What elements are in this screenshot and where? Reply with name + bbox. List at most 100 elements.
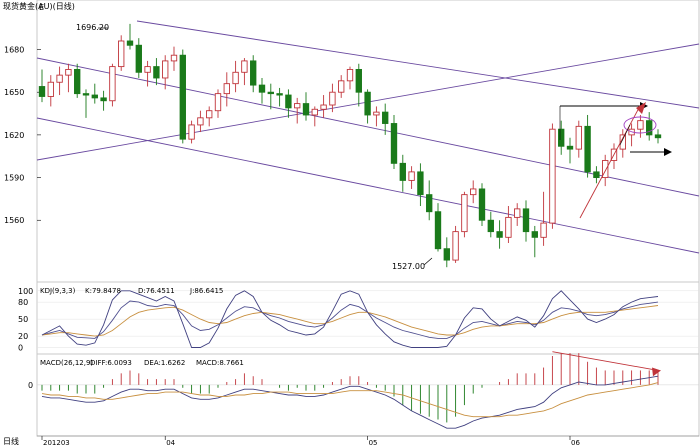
- candle-body-up: [197, 117, 204, 126]
- annotation-layer: [98, 27, 672, 266]
- candle-body-up: [338, 80, 345, 93]
- candle-body-down: [478, 188, 486, 221]
- top-highlight-ellipse: [623, 116, 657, 134]
- candle-body-up: [540, 222, 547, 238]
- price-tick-label: 1680: [4, 46, 24, 55]
- kdj-d-readout: D:76.4511: [138, 287, 175, 295]
- candle-body-up: [619, 134, 626, 150]
- candle-body-up: [170, 54, 178, 62]
- candle-body-down: [179, 54, 186, 140]
- candle-body-down: [364, 91, 371, 116]
- uptrend-arrow-head: [636, 102, 646, 114]
- candle-body-down: [558, 128, 565, 147]
- macd-title: MACD(26,12,9): [40, 359, 93, 367]
- kdj-tick-label: 80: [18, 298, 28, 307]
- candle-body-down: [285, 94, 292, 109]
- candle-body-up: [373, 111, 380, 116]
- candle-body-down: [426, 194, 433, 213]
- macd-divergence-arrow-head: [652, 367, 661, 377]
- macd-tick-label: 0: [28, 381, 33, 390]
- candle-body-up: [470, 188, 477, 196]
- candle-body-down: [566, 145, 574, 150]
- corner-mark: E: [39, 3, 44, 12]
- price-tick-label: 1620: [4, 131, 24, 140]
- candle-body-up: [311, 108, 318, 116]
- chart-title: 现货黄金(AU)(日线): [3, 1, 75, 11]
- candle-body-down: [646, 120, 653, 136]
- candle-body-up: [65, 68, 72, 76]
- candle-body-up: [188, 124, 195, 140]
- candle-body-down: [382, 111, 389, 124]
- candle-body-up: [118, 40, 125, 68]
- candle-body-up: [206, 110, 213, 119]
- candle-body-up: [162, 60, 169, 79]
- price-tick-label: 1650: [4, 88, 24, 97]
- candle-body-up: [637, 120, 644, 130]
- kdj-tick-label: 0: [18, 343, 23, 352]
- candle-body-up: [232, 71, 239, 85]
- macd-dea-line: [41, 382, 659, 418]
- candle-body-down: [654, 134, 662, 139]
- candle-body-down: [443, 248, 450, 261]
- macd-value-readout: MACD:8.7661: [196, 359, 244, 367]
- support-arrow-head: [664, 148, 672, 156]
- candle-body-up: [294, 103, 301, 109]
- candle-body-down: [38, 86, 46, 97]
- candle-body-down: [399, 162, 406, 181]
- candle-body-down: [267, 91, 274, 95]
- price-tick-label: 1560: [4, 216, 24, 225]
- macd-dea-readout: DEA:1.6262: [144, 359, 185, 367]
- candle-body-down: [82, 93, 90, 96]
- candle-body-down: [496, 231, 503, 238]
- kdj-j-line: [41, 290, 659, 348]
- candle-body-up: [549, 128, 556, 224]
- candle-body-up: [56, 74, 63, 83]
- candle-body-down: [584, 125, 591, 173]
- price-tick-label: 1590: [4, 174, 24, 183]
- candles: [38, 23, 662, 268]
- candle-body-up: [241, 60, 248, 73]
- indicator-layer: [41, 290, 661, 429]
- date-tick-label: 04: [166, 439, 175, 447]
- candle-body-up: [575, 125, 582, 150]
- kdj-title: KDJ(9,3,3): [40, 287, 76, 295]
- low-price-pointer: [423, 257, 433, 266]
- kdj-d-line: [41, 305, 659, 337]
- candle-body-up: [109, 66, 116, 102]
- candle-body-down: [302, 103, 310, 116]
- macd-diff-readout: DIFF:6.0093: [90, 359, 132, 367]
- candle-body-down: [258, 84, 266, 93]
- candle-body-down: [355, 68, 362, 93]
- candle-body-down: [250, 60, 257, 86]
- candle-body-up: [461, 194, 468, 233]
- candle-body-down: [276, 93, 283, 96]
- highlight-pointer: [619, 124, 631, 146]
- high-price-label: 1696.20: [76, 23, 109, 32]
- candle-body-down: [417, 171, 424, 196]
- price-panel-border: [36, 0, 700, 283]
- low-price-label: 1527.00: [392, 262, 425, 271]
- kdj-k-readout: K:79.8478: [85, 287, 121, 295]
- channel-middle-line: [36, 57, 700, 197]
- candle-body-down: [74, 68, 81, 95]
- kdj-tick-label: 100: [18, 287, 33, 296]
- kdj-k-line: [41, 300, 659, 339]
- candle-body-down: [434, 211, 442, 250]
- candle-body-down: [593, 171, 600, 179]
- candle-body-down: [522, 208, 530, 233]
- kdj-j-readout: J:86.6415: [189, 287, 223, 295]
- x-axis-label: 日线: [3, 436, 19, 446]
- kdj-tick-label: 20: [18, 332, 28, 341]
- candle-body-up: [408, 171, 415, 181]
- candle-body-up: [514, 208, 521, 218]
- frame-layer: [36, 0, 700, 437]
- text-layer: 现货黄金(AU)(日线) E 1696.20 1527.00 KDJ(9,3,3…: [3, 1, 580, 447]
- candle-body-up: [214, 93, 222, 112]
- macd-diff-line: [41, 375, 659, 429]
- candle-body-up: [320, 104, 327, 110]
- candle-body-down: [126, 40, 134, 46]
- date-tick-label: 05: [369, 439, 378, 447]
- candle-body-down: [390, 123, 398, 164]
- macd-divergence-line: [552, 351, 659, 371]
